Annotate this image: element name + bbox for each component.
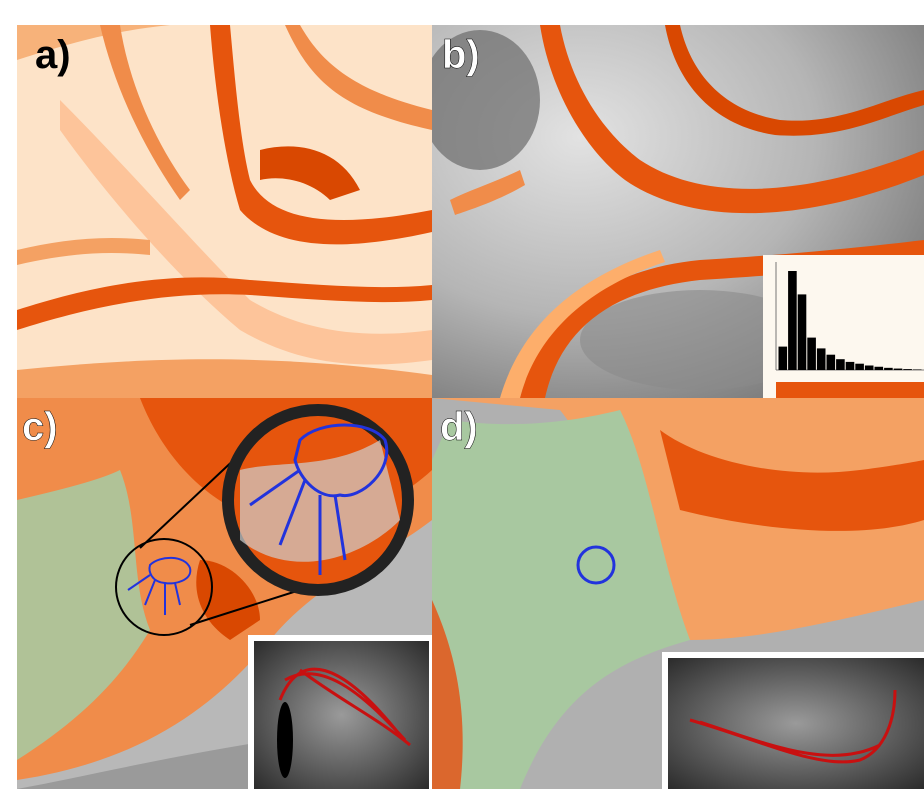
histogram-bar bbox=[875, 367, 884, 370]
histogram-bar bbox=[903, 369, 912, 370]
tractography-inset-c bbox=[248, 635, 432, 789]
histogram-bar bbox=[894, 369, 903, 370]
histogram-bar bbox=[846, 362, 855, 370]
panel-label: d) bbox=[440, 405, 478, 449]
histogram-bar bbox=[817, 348, 826, 370]
histogram-inset bbox=[763, 255, 924, 398]
panel-label: a) bbox=[35, 33, 71, 77]
histogram-bar bbox=[807, 338, 816, 370]
histogram-bar bbox=[865, 366, 874, 371]
histogram-bar bbox=[855, 364, 864, 370]
histogram-bar bbox=[884, 368, 893, 370]
histogram-bar bbox=[836, 359, 845, 370]
inset-background bbox=[763, 255, 924, 398]
histogram-bar bbox=[798, 294, 807, 370]
histogram-bar bbox=[788, 271, 797, 370]
figure: a) b) c) d) bbox=[0, 0, 924, 789]
histogram-bar bbox=[779, 347, 788, 370]
panel-label: b) bbox=[442, 33, 480, 77]
panel-a-image bbox=[17, 25, 432, 398]
inset-colorbar bbox=[776, 382, 924, 398]
histogram-bar bbox=[827, 355, 836, 370]
panel-label: c) bbox=[22, 405, 58, 449]
histogram-bar bbox=[913, 369, 922, 370]
tractography-inset-d bbox=[662, 652, 924, 789]
